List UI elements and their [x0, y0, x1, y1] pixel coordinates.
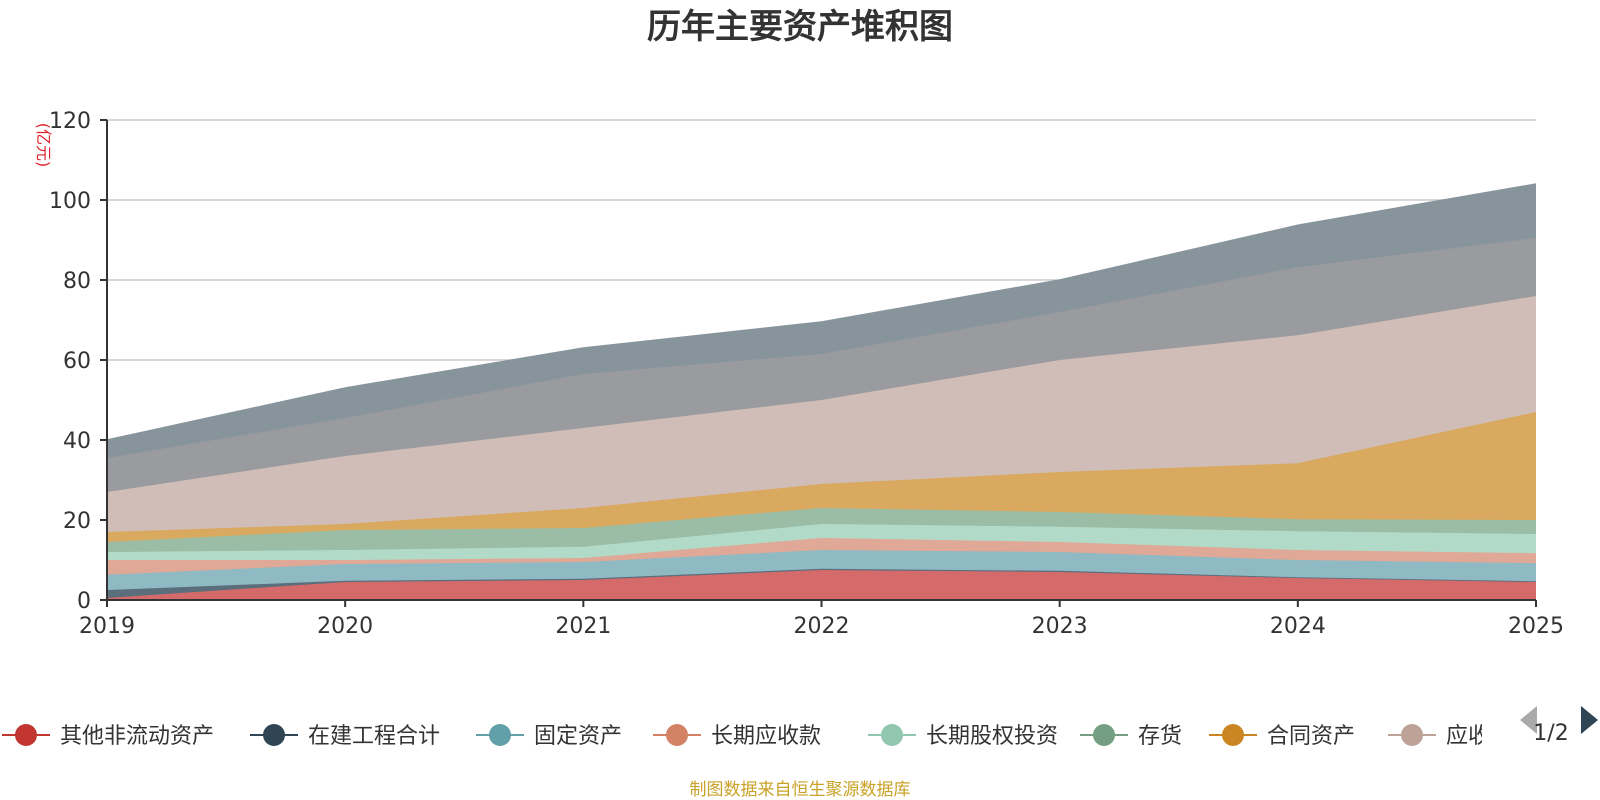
area-series-7 [107, 296, 1536, 532]
x-tick-label: 2024 [1270, 614, 1326, 639]
y-tick-label: 40 [63, 429, 91, 454]
legend-item-6[interactable]: 合同资产 [1209, 724, 1355, 749]
legend-label: 合同资产 [1267, 724, 1355, 749]
legend-marker-icon [1093, 724, 1115, 746]
x-tick-label: 2020 [317, 614, 373, 639]
x-tick-label: 2023 [1032, 614, 1088, 639]
x-tick-label: 2025 [1508, 614, 1564, 639]
area-series-3 [107, 538, 1536, 575]
y-tick-labels: 0 20 40 60 80 100 120 [49, 109, 91, 614]
legend-label: 固定资产 [534, 724, 622, 749]
y-tick-label: 120 [49, 109, 91, 134]
legend-label: 其他非流动资产 [60, 724, 214, 749]
x-tick-label: 2021 [555, 614, 611, 639]
legend-next-page-icon[interactable] [1581, 706, 1598, 734]
legend-label: 长期应收款 [711, 724, 821, 749]
legend-marker-icon [1222, 724, 1244, 746]
area-series-8 [107, 238, 1536, 492]
y-tick-label: 0 [77, 589, 91, 614]
legend-label: 在建工程合计 [308, 724, 440, 749]
legend-item-5[interactable]: 存货 [1080, 724, 1182, 749]
legend-label: 应收账款 [1446, 724, 1534, 749]
legend-prev-page-icon[interactable] [1520, 706, 1537, 734]
x-tick-label: 2019 [79, 614, 135, 639]
area-series-2 [107, 550, 1536, 590]
legend-marker-icon [666, 724, 688, 746]
chart-title: 历年主要资产堆积图 [647, 7, 953, 47]
legend-item-3[interactable]: 长期应收款 [653, 724, 821, 749]
legend-marker-icon [263, 724, 285, 746]
area-series-5 [107, 508, 1536, 552]
legend-item-0[interactable]: 其他非流动资产 [2, 724, 214, 749]
legend[interactable]: 其他非流动资产 在建工程合计 固定资产 长期应收款 长期股权投资 存货 合同资产 应收账款 [2, 724, 1534, 749]
legend-marker-icon [1401, 724, 1423, 746]
area-series-4 [107, 524, 1536, 560]
legend-item-4[interactable]: 长期股权投资 [868, 724, 1058, 749]
x-tick-labels: 2019 2020 2021 2022 2023 2024 2025 [79, 614, 1564, 639]
legend-item-7[interactable]: 应收账款 [1388, 724, 1534, 749]
y-tick-label: 20 [63, 509, 91, 534]
legend-page-indicator: 1/2 [1533, 721, 1568, 746]
area-series-0 [107, 570, 1536, 600]
y-tick-label: 100 [49, 189, 91, 214]
legend-label: 存货 [1138, 724, 1182, 749]
data-source-note: 制图数据来自恒生聚源数据库 [690, 780, 911, 800]
legend-label: 长期股权投资 [926, 724, 1058, 749]
legend-item-1[interactable]: 在建工程合计 [250, 724, 440, 749]
y-tick-label: 80 [63, 269, 91, 294]
legend-marker-icon [15, 724, 37, 746]
legend-marker-icon [881, 724, 903, 746]
x-tick-label: 2022 [794, 614, 850, 639]
area-series-line-9 [106, 183, 1537, 441]
area-series-6 [107, 412, 1536, 542]
legend-pager: 1/2 [1520, 706, 1598, 746]
area-series-9 [107, 184, 1536, 458]
y-axis-unit-label: (亿元) [34, 123, 53, 168]
legend-marker-icon [489, 724, 511, 746]
y-tick-label: 60 [63, 349, 91, 374]
legend-item-2[interactable]: 固定资产 [476, 724, 622, 749]
area-series-group [106, 183, 1537, 600]
axes [100, 119, 1537, 607]
